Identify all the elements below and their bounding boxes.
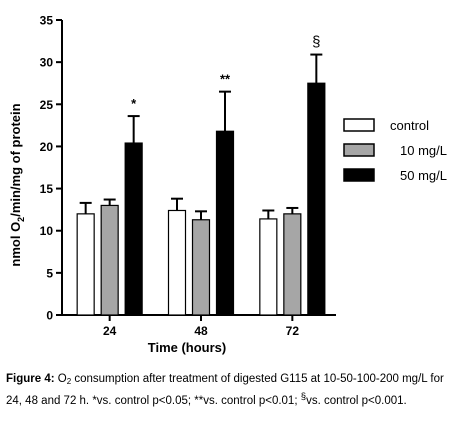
caption-text-part2: consumption after treatment of digested … [6,373,444,407]
y-axis: 0 5 10 15 20 25 30 35 [40,14,63,323]
legend-swatch [343,168,375,182]
bar [283,213,302,316]
x-tick-label: 48 [194,324,208,338]
significance-markers: ***§ [131,34,320,112]
y-tick-label: 15 [40,182,54,196]
bar [124,142,143,316]
y-tick-label: 35 [40,14,54,28]
caption-superscript: § [300,391,307,402]
figure-caption: Figure 4: O2 consumption after treatment… [6,372,446,409]
x-axis-label: Time (hours) [148,340,227,355]
caption-subscript: 2 [66,377,72,386]
x-axis: 24 48 72 [61,314,336,338]
bar [191,219,211,316]
legend-label: 50 mg/L [400,168,447,183]
significance-marker: * [131,96,137,111]
legend-label: control [390,118,429,133]
bars [76,82,326,316]
y-tick-label: 5 [46,266,53,280]
bar [259,218,278,316]
caption-label: Figure 4: [6,373,55,385]
legend-swatch [343,143,375,157]
bar [215,130,235,316]
bar [167,209,187,316]
y-tick-label: 25 [40,98,54,112]
y-tick-label: 30 [40,56,54,70]
y-tick-label: 10 [40,224,54,238]
error-bars [79,53,323,220]
bar [307,82,326,316]
legend: control 10 mg/L 50 mg/L [343,118,447,183]
y-axis-label: nmol O2/min/mg of protein [8,103,26,266]
caption-text-part1: O [54,373,67,385]
x-tick-label: 24 [103,324,117,338]
bar [100,204,119,316]
y-tick-label: 0 [46,309,53,323]
caption-text-part3: vs. control p<0.001. [306,394,407,407]
y-tick-label: 20 [40,140,54,154]
x-tick-label: 72 [286,324,300,338]
legend-label: 10 mg/L [400,143,447,158]
significance-marker: § [312,34,320,51]
bar [76,213,95,316]
legend-swatch [343,118,375,132]
significance-marker: ** [220,72,231,87]
